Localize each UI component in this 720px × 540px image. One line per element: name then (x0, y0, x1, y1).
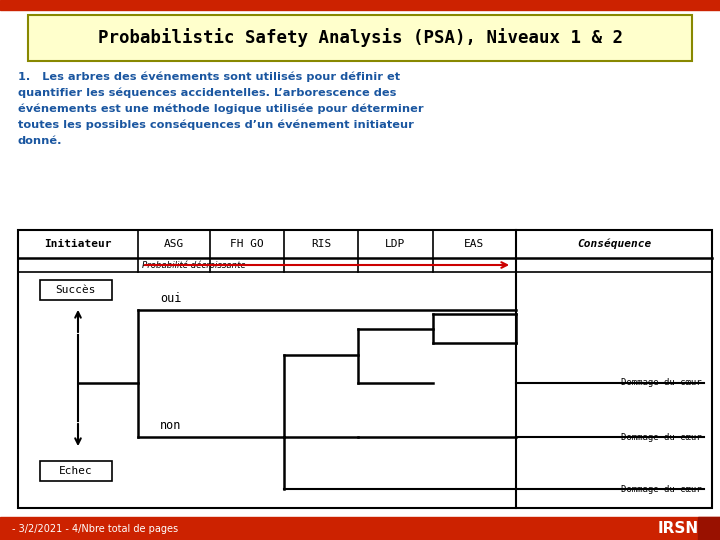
Bar (40, 461, 112, 481)
Text: IRSN: IRSN (658, 521, 699, 536)
Text: donné.: donné. (18, 136, 63, 146)
Text: LDP: LDP (385, 239, 405, 249)
Text: Probabilité décroissante: Probabilité décroissante (142, 260, 246, 269)
Text: ASG: ASG (164, 239, 184, 249)
Text: oui: oui (160, 292, 181, 305)
Text: Dommage du cœur: Dommage du cœur (621, 379, 702, 387)
Bar (28, 15, 692, 61)
Text: toutes les possibles conséquences d’un événement initiateur: toutes les possibles conséquences d’un é… (18, 120, 414, 131)
Text: Initiateur: Initiateur (44, 239, 112, 249)
Text: Dommage du cœur: Dommage du cœur (621, 433, 702, 442)
Bar (40, 280, 112, 300)
Text: Probabilistic Safety Analysis (PSA), Niveaux 1 & 2: Probabilistic Safety Analysis (PSA), Niv… (97, 29, 623, 48)
Text: non: non (160, 419, 181, 432)
Text: EAS: EAS (464, 239, 484, 249)
Text: RIS: RIS (311, 239, 331, 249)
Text: événements est une méthode logique utilisée pour déterminer: événements est une méthode logique utili… (18, 104, 423, 114)
Text: FH GO: FH GO (230, 239, 264, 249)
Text: - 3/2/2021 - 4/Nbre total de pages: - 3/2/2021 - 4/Nbre total de pages (12, 523, 178, 534)
Bar (0, 517, 720, 540)
Text: Dommage du cœur: Dommage du cœur (621, 484, 702, 494)
Text: Conséquence: Conséquence (577, 239, 651, 249)
Text: 1.   Les arbres des événements sont utilisés pour définir et: 1. Les arbres des événements sont utilis… (18, 72, 400, 83)
Bar (0, 0, 720, 10)
Bar (18, 230, 712, 508)
Bar (698, 517, 720, 540)
Text: Succès: Succès (55, 285, 96, 295)
Text: quantifier les séquences accidentelles. L’arborescence des: quantifier les séquences accidentelles. … (18, 88, 397, 98)
Text: Echec: Echec (59, 466, 93, 476)
